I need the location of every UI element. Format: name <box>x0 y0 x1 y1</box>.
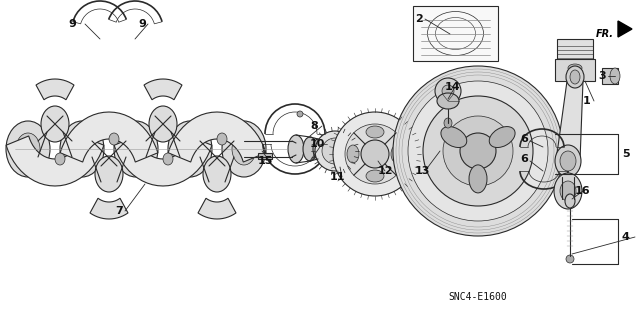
Ellipse shape <box>560 181 576 201</box>
Polygon shape <box>144 79 182 100</box>
Ellipse shape <box>313 139 323 159</box>
Ellipse shape <box>469 165 487 193</box>
Ellipse shape <box>610 68 620 84</box>
Ellipse shape <box>570 70 580 84</box>
Bar <box>258 153 272 159</box>
Bar <box>413 6 498 61</box>
Polygon shape <box>60 112 158 162</box>
Ellipse shape <box>163 153 173 165</box>
Text: 8: 8 <box>310 121 317 131</box>
Text: 5: 5 <box>622 149 630 159</box>
Polygon shape <box>556 81 583 161</box>
Text: 12: 12 <box>378 166 394 176</box>
Bar <box>602 68 618 84</box>
Circle shape <box>460 133 496 169</box>
Text: 2: 2 <box>415 14 423 24</box>
Ellipse shape <box>570 195 578 203</box>
Ellipse shape <box>114 121 158 177</box>
Polygon shape <box>618 21 632 37</box>
Ellipse shape <box>297 111 303 117</box>
Text: 4: 4 <box>622 232 630 242</box>
Ellipse shape <box>16 133 40 165</box>
Ellipse shape <box>391 145 403 163</box>
Ellipse shape <box>95 156 123 192</box>
Text: SNC4-E1600: SNC4-E1600 <box>449 292 508 302</box>
Ellipse shape <box>444 118 452 128</box>
Ellipse shape <box>437 93 459 109</box>
Ellipse shape <box>41 106 69 142</box>
Text: 10: 10 <box>310 139 325 149</box>
Ellipse shape <box>489 127 515 147</box>
Text: 16: 16 <box>575 186 591 196</box>
Text: 11: 11 <box>330 172 346 182</box>
Ellipse shape <box>568 64 582 72</box>
Circle shape <box>361 140 389 168</box>
Polygon shape <box>36 79 74 100</box>
Ellipse shape <box>565 194 575 208</box>
Ellipse shape <box>232 133 256 165</box>
Ellipse shape <box>554 173 582 209</box>
Ellipse shape <box>560 151 576 171</box>
Ellipse shape <box>217 133 227 145</box>
Ellipse shape <box>6 121 50 177</box>
Text: 7: 7 <box>115 206 123 216</box>
Circle shape <box>435 78 461 104</box>
Circle shape <box>333 112 417 196</box>
Ellipse shape <box>566 66 584 88</box>
Polygon shape <box>114 136 212 186</box>
Ellipse shape <box>70 133 94 165</box>
Text: 6: 6 <box>520 134 528 144</box>
Ellipse shape <box>558 195 566 203</box>
Ellipse shape <box>366 170 384 182</box>
Text: 9: 9 <box>138 19 146 29</box>
Ellipse shape <box>203 156 231 192</box>
Ellipse shape <box>441 127 467 147</box>
Ellipse shape <box>55 153 65 165</box>
Text: 6: 6 <box>520 154 528 164</box>
Circle shape <box>423 96 533 206</box>
Text: FR.: FR. <box>596 29 614 39</box>
Circle shape <box>408 81 548 221</box>
Text: 13: 13 <box>415 166 430 176</box>
Circle shape <box>393 66 563 236</box>
Ellipse shape <box>566 255 574 263</box>
Ellipse shape <box>124 133 148 165</box>
Circle shape <box>322 138 348 164</box>
Ellipse shape <box>222 121 266 177</box>
Ellipse shape <box>168 121 212 177</box>
Text: 14: 14 <box>445 82 461 92</box>
Circle shape <box>443 116 513 186</box>
Circle shape <box>442 85 454 97</box>
Ellipse shape <box>178 133 202 165</box>
Polygon shape <box>168 112 266 162</box>
Ellipse shape <box>60 121 104 177</box>
Text: 1: 1 <box>583 96 591 106</box>
Ellipse shape <box>347 145 359 163</box>
Polygon shape <box>198 198 236 219</box>
Ellipse shape <box>288 135 304 163</box>
Polygon shape <box>6 136 104 186</box>
Ellipse shape <box>303 137 317 161</box>
Ellipse shape <box>555 145 581 177</box>
Bar <box>557 39 593 61</box>
Ellipse shape <box>149 106 177 142</box>
Ellipse shape <box>109 133 119 145</box>
Ellipse shape <box>366 126 384 138</box>
Text: 15: 15 <box>258 156 273 166</box>
Polygon shape <box>10 89 285 209</box>
Text: 3: 3 <box>598 71 605 81</box>
Circle shape <box>345 124 405 184</box>
Text: 9: 9 <box>68 19 76 29</box>
Bar <box>555 59 595 81</box>
Circle shape <box>315 131 355 171</box>
Polygon shape <box>90 198 128 219</box>
